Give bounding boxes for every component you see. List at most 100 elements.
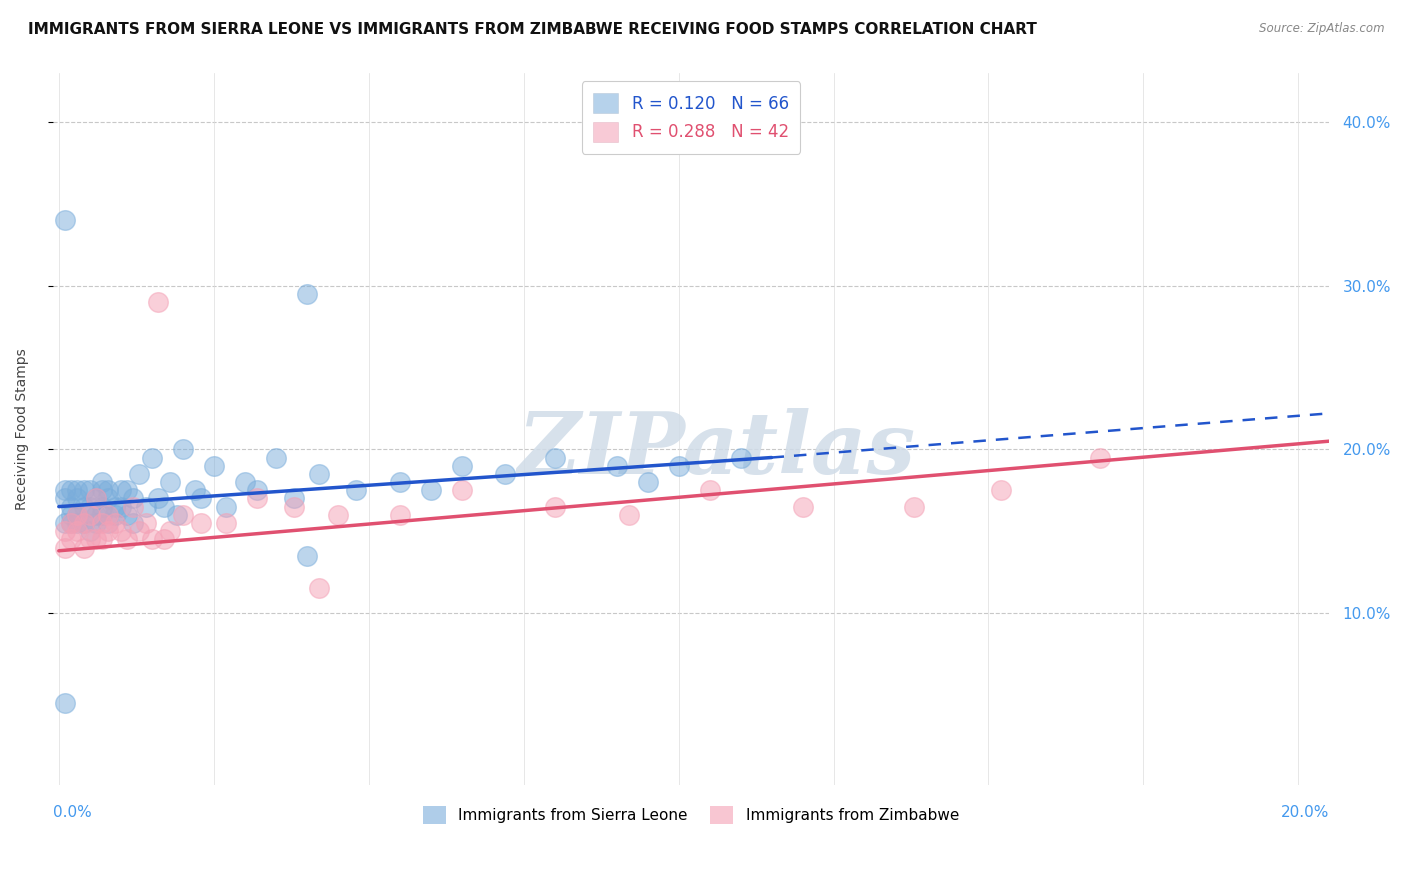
Point bbox=[79, 533, 101, 547]
Point bbox=[72, 483, 94, 498]
Point bbox=[110, 483, 132, 498]
Point bbox=[91, 483, 114, 498]
Point bbox=[135, 500, 157, 514]
Point bbox=[115, 533, 138, 547]
Point bbox=[153, 500, 176, 514]
Point bbox=[326, 508, 349, 522]
Point bbox=[246, 491, 269, 506]
Point bbox=[308, 582, 330, 596]
Point bbox=[135, 516, 157, 530]
Point bbox=[419, 483, 441, 498]
Point bbox=[295, 286, 318, 301]
Point bbox=[122, 500, 145, 514]
Point bbox=[172, 508, 194, 522]
Point bbox=[115, 508, 138, 522]
Point bbox=[97, 524, 120, 538]
Point bbox=[146, 491, 169, 506]
Point bbox=[97, 508, 120, 522]
Point bbox=[1088, 450, 1111, 465]
Point bbox=[115, 483, 138, 498]
Point bbox=[543, 500, 565, 514]
Point bbox=[53, 213, 76, 227]
Point bbox=[72, 516, 94, 530]
Point bbox=[543, 450, 565, 465]
Point bbox=[202, 458, 225, 473]
Point bbox=[53, 516, 76, 530]
Text: Source: ZipAtlas.com: Source: ZipAtlas.com bbox=[1260, 22, 1385, 36]
Point bbox=[699, 483, 721, 498]
Point bbox=[730, 450, 752, 465]
Point bbox=[53, 541, 76, 555]
Point bbox=[66, 508, 89, 522]
Point bbox=[53, 696, 76, 710]
Point bbox=[637, 475, 659, 489]
Point bbox=[617, 508, 640, 522]
Point bbox=[97, 483, 120, 498]
Point bbox=[190, 491, 212, 506]
Point bbox=[79, 508, 101, 522]
Point bbox=[172, 442, 194, 457]
Point bbox=[84, 508, 107, 522]
Legend: R = 0.120   N = 66, R = 0.288   N = 42: R = 0.120 N = 66, R = 0.288 N = 42 bbox=[582, 81, 800, 153]
Text: IMMIGRANTS FROM SIERRA LEONE VS IMMIGRANTS FROM ZIMBABWE RECEIVING FOOD STAMPS C: IMMIGRANTS FROM SIERRA LEONE VS IMMIGRAN… bbox=[28, 22, 1038, 37]
Point bbox=[97, 491, 120, 506]
Point bbox=[103, 500, 125, 514]
Point bbox=[246, 483, 269, 498]
Point bbox=[79, 524, 101, 538]
Point bbox=[53, 483, 76, 498]
Point bbox=[128, 467, 150, 481]
Point bbox=[103, 508, 125, 522]
Point bbox=[153, 533, 176, 547]
Text: ZIPatlas: ZIPatlas bbox=[517, 409, 915, 492]
Point bbox=[91, 516, 114, 530]
Point bbox=[990, 483, 1012, 498]
Point bbox=[190, 516, 212, 530]
Point bbox=[184, 483, 207, 498]
Point bbox=[91, 533, 114, 547]
Text: 20.0%: 20.0% bbox=[1281, 805, 1329, 820]
Point bbox=[122, 491, 145, 506]
Point bbox=[128, 524, 150, 538]
Point bbox=[122, 516, 145, 530]
Point bbox=[60, 533, 83, 547]
Point bbox=[66, 516, 89, 530]
Point bbox=[60, 516, 83, 530]
Point bbox=[146, 295, 169, 310]
Point bbox=[84, 533, 107, 547]
Point bbox=[141, 450, 163, 465]
Point bbox=[450, 483, 472, 498]
Point bbox=[668, 458, 690, 473]
Point bbox=[84, 491, 107, 506]
Point bbox=[97, 516, 120, 530]
Point bbox=[66, 491, 89, 506]
Point bbox=[72, 500, 94, 514]
Point bbox=[166, 508, 188, 522]
Point bbox=[308, 467, 330, 481]
Point bbox=[53, 491, 76, 506]
Point bbox=[903, 500, 925, 514]
Point bbox=[60, 508, 83, 522]
Point bbox=[53, 524, 76, 538]
Point bbox=[79, 500, 101, 514]
Point bbox=[91, 475, 114, 489]
Point bbox=[606, 458, 628, 473]
Point bbox=[110, 524, 132, 538]
Point bbox=[450, 458, 472, 473]
Point bbox=[72, 541, 94, 555]
Point bbox=[215, 500, 238, 514]
Point bbox=[66, 483, 89, 498]
Point bbox=[283, 491, 305, 506]
Point bbox=[72, 516, 94, 530]
Point bbox=[141, 533, 163, 547]
Point bbox=[159, 475, 181, 489]
Point bbox=[283, 500, 305, 514]
Point bbox=[792, 500, 814, 514]
Point bbox=[233, 475, 256, 489]
Text: 0.0%: 0.0% bbox=[52, 805, 91, 820]
Point bbox=[344, 483, 367, 498]
Point bbox=[388, 508, 411, 522]
Point bbox=[91, 508, 114, 522]
Point bbox=[388, 475, 411, 489]
Point bbox=[159, 524, 181, 538]
Point bbox=[60, 500, 83, 514]
